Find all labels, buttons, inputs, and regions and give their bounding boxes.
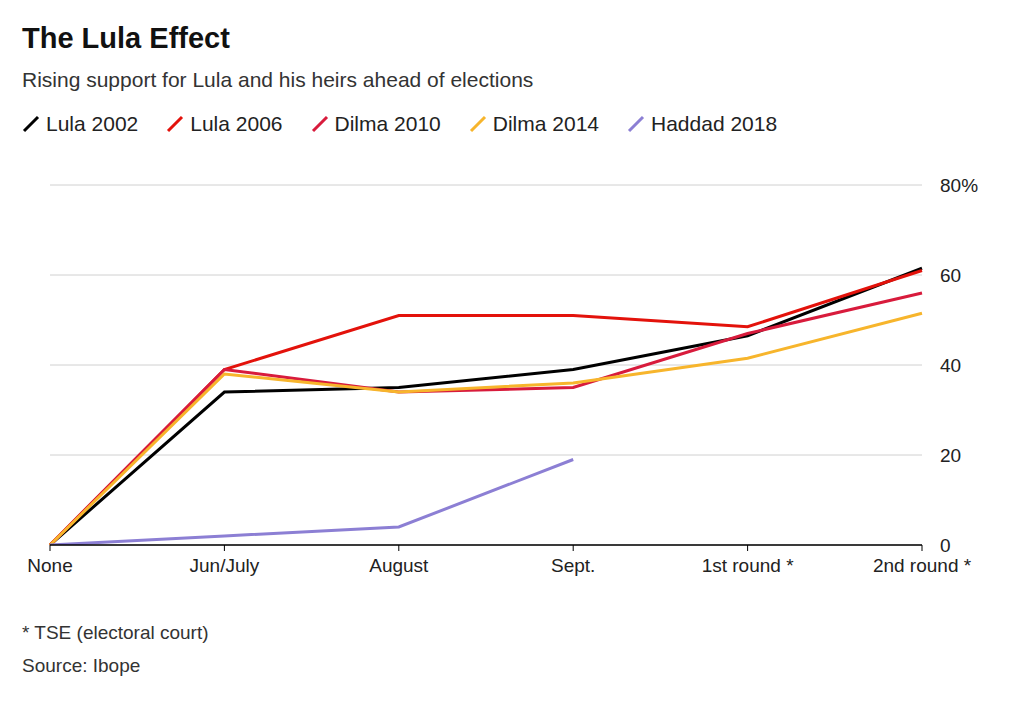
svg-text:80%: 80%: [940, 175, 978, 196]
html-text:Dilma 2014: Dilma 2014: [492, 112, 599, 135]
html-text:Dilma 2010: Dilma 2010: [334, 112, 441, 135]
svg-text:Jun/July: Jun/July: [190, 555, 260, 576]
svg-text:20: 20: [940, 445, 961, 466]
svg-text:2nd round *: 2nd round *: [873, 555, 972, 576]
svg-text:August: August: [369, 555, 429, 576]
html-text:Haddad 2018: Haddad 2018: [651, 112, 778, 135]
svg-text:Sept.: Sept.: [551, 555, 595, 576]
html-text:Lula 2006: Lula 2006: [190, 112, 283, 135]
svg-text:None: None: [27, 555, 72, 576]
html-text:The Lula Effect: The Lula Effect: [22, 22, 230, 54]
svg-text:60: 60: [940, 265, 961, 286]
html-text:Source: Ibope: Source: Ibope: [22, 655, 141, 676]
svg-text:0: 0: [940, 535, 951, 556]
html-text:Lula 2002: Lula 2002: [46, 112, 139, 135]
html-text:* TSE (electoral court): * TSE (electoral court): [22, 622, 209, 643]
svg-text:1st round *: 1st round *: [702, 555, 794, 576]
html-text:Rising support for Lula and hi: Rising support for Lula and his heirs ah…: [22, 68, 534, 91]
svg-text:40: 40: [940, 355, 961, 376]
